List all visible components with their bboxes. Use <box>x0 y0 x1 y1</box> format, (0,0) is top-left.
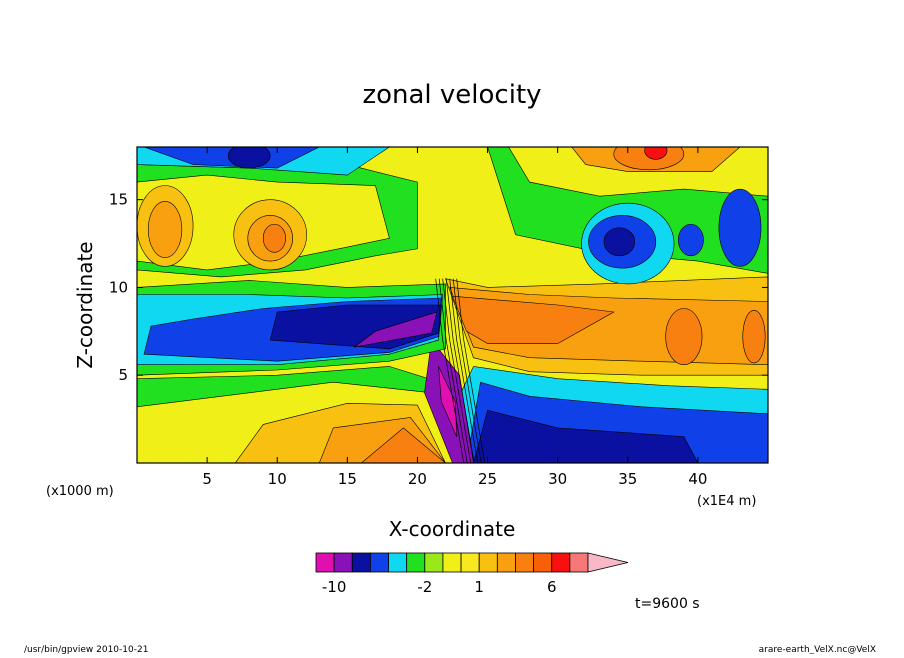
footer-left: /usr/bin/gpview 2010-10-21 <box>24 645 148 654</box>
colorbar-tick-label: -2 <box>417 578 432 596</box>
x-tick-label: 15 <box>338 470 357 488</box>
contour-cell <box>742 309 766 364</box>
colorbar-swatch <box>551 552 571 573</box>
contour-cell <box>665 308 703 365</box>
contour-cell <box>677 223 704 257</box>
contour-band <box>360 427 446 463</box>
colorbar-swatch <box>442 552 462 573</box>
contour-band <box>452 295 615 344</box>
contour-cell <box>227 147 271 169</box>
footer-right: arare-earth_VelX.nc@VelX <box>759 645 876 654</box>
colorbar-swatch <box>333 552 353 573</box>
colorbar-swatch <box>515 552 535 573</box>
x-tick-label: 40 <box>688 470 707 488</box>
colorbar-swatch <box>351 552 371 573</box>
y-tick-label: 10 <box>109 278 128 296</box>
contour-line <box>456 278 486 463</box>
contour-line <box>438 278 468 463</box>
contour-line <box>449 278 479 463</box>
contour-line <box>445 278 475 463</box>
colorbar-arrow <box>587 552 629 573</box>
velocity-field <box>137 147 768 463</box>
x-axis-ticks: 5 10 15 20 25 30 35 40 <box>202 147 707 488</box>
colorbar-swatch <box>569 552 589 573</box>
x-tick-label: 10 <box>268 470 287 488</box>
time-label: t=9600 s <box>635 596 700 612</box>
contour-cell <box>603 227 636 257</box>
chart-title: zonal velocity <box>362 80 541 110</box>
x-unit-label: (x1E4 m) <box>697 494 756 509</box>
y-axis-label: Z-coordinate <box>73 241 97 368</box>
contour-band <box>473 409 699 463</box>
x-tick-label: 5 <box>202 470 212 488</box>
colorbar-swatch <box>460 552 480 573</box>
x-tick-label: 25 <box>478 470 497 488</box>
colorbar-swatch <box>478 552 498 573</box>
contour-band <box>438 366 457 437</box>
x-tick-label: 35 <box>618 470 637 488</box>
colorbar-tick-label: -10 <box>322 578 347 596</box>
colorbar-tick-label: 6 <box>547 578 557 596</box>
contour-cell <box>147 201 183 258</box>
colorbar-swatch <box>533 552 553 573</box>
plot-area <box>137 147 768 463</box>
colorbar-swatch <box>496 552 516 573</box>
x-tick-label: 30 <box>548 470 567 488</box>
x-axis-label: X-coordinate <box>389 517 516 541</box>
colorbar-swatch <box>315 552 335 573</box>
contour-line <box>442 278 472 463</box>
contour-cell <box>718 188 762 267</box>
colorbar-swatch <box>406 552 426 573</box>
y-tick-label: 15 <box>109 191 128 209</box>
y-unit-label: (x1000 m) <box>46 484 114 499</box>
colorbar-tick-label: 1 <box>474 578 484 596</box>
contour-band <box>354 311 438 348</box>
colorbar-swatch <box>388 552 408 573</box>
plot-frame <box>136 146 769 464</box>
y-tick-label: 5 <box>118 366 128 384</box>
contour-line <box>435 278 465 463</box>
contour-line <box>452 278 482 463</box>
y-axis-ticks: 5 10 15 <box>109 191 768 384</box>
x-tick-label: 20 <box>408 470 427 488</box>
colorbar-swatch <box>424 552 444 573</box>
contour-cell <box>262 223 286 253</box>
contour-cell <box>644 147 668 160</box>
colorbar-swatch <box>369 552 389 573</box>
colorbar: -10 -2 1 6 <box>315 552 629 596</box>
